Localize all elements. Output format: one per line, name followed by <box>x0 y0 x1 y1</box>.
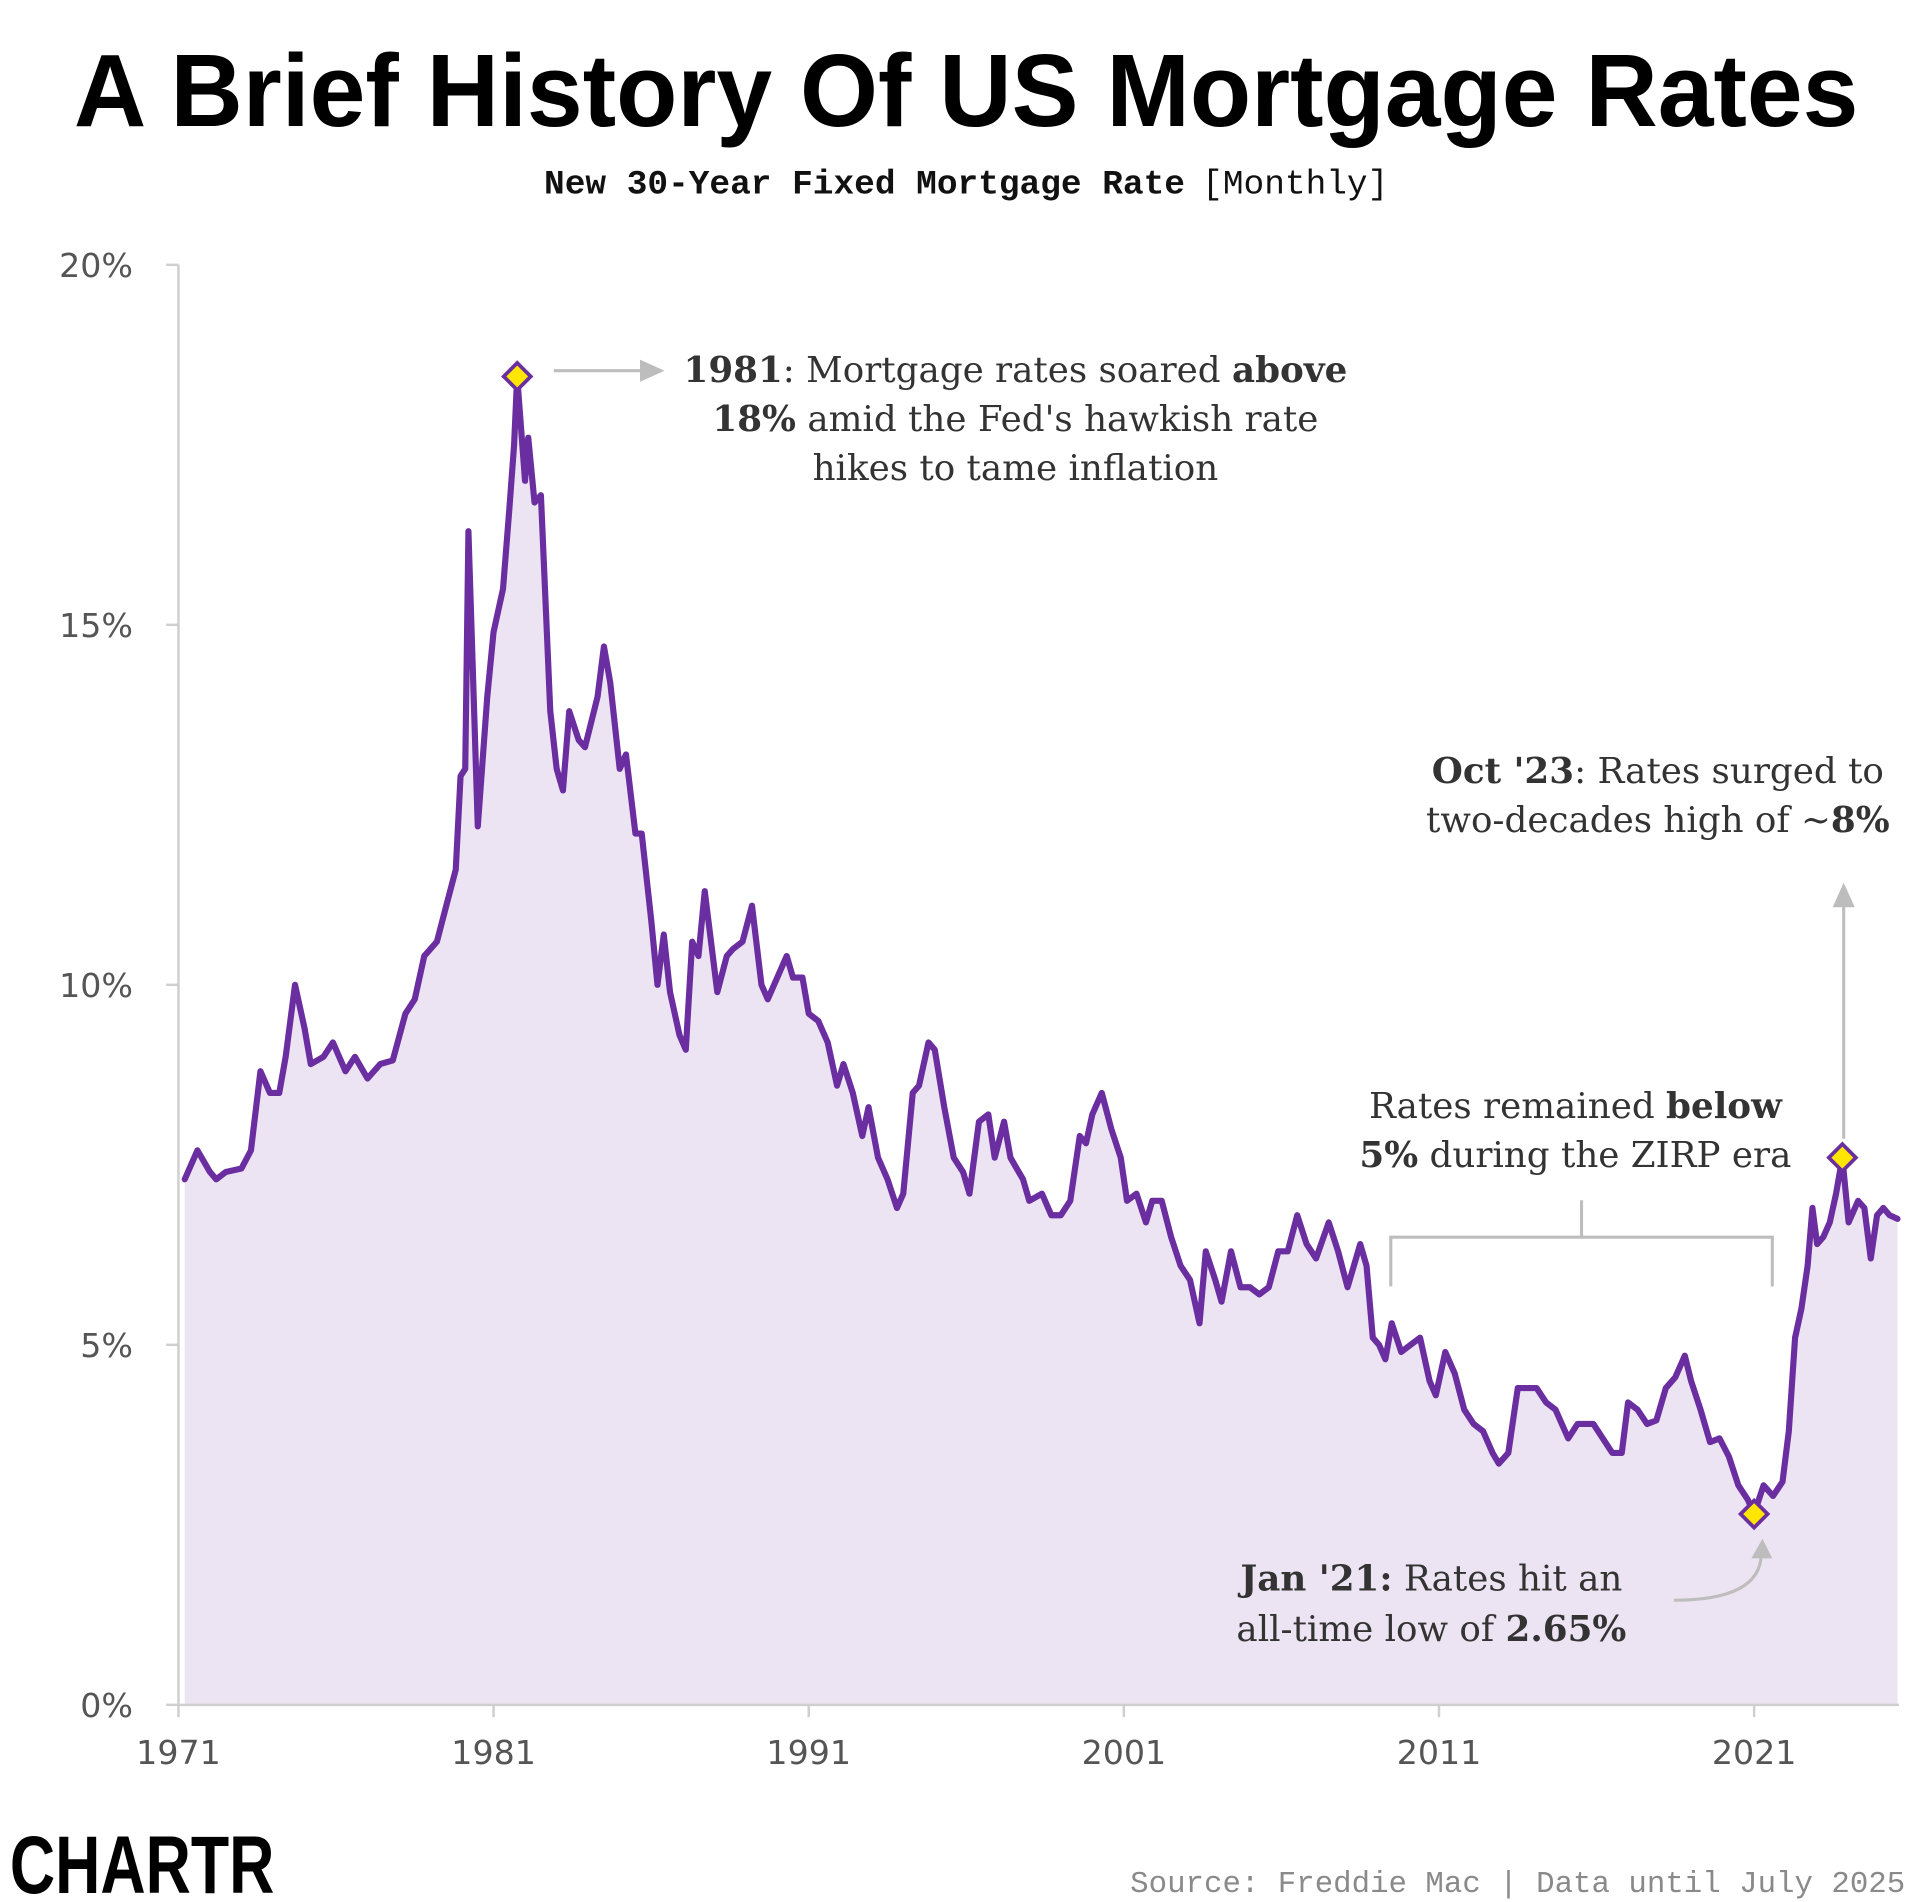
annotation-segment: above <box>1232 349 1347 391</box>
chart-title: A Brief History Of US Mortgage Rates <box>74 32 1859 148</box>
x-tick-label: 1991 <box>766 1733 851 1772</box>
arrow-head <box>1832 882 1855 908</box>
annotation-segment: 18% <box>712 398 796 440</box>
y-tick-label: 0% <box>80 1686 133 1725</box>
annotation-segment: 8% <box>1831 799 1890 841</box>
annotation-text: Jan '21: Rates hit an <box>1237 1557 1622 1599</box>
annotation-segment: 1981 <box>683 349 782 391</box>
annotation-arrows <box>553 359 1855 1602</box>
annotation-text: all-time low of 2.65% <box>1236 1608 1626 1650</box>
plot-area: 0% 5% 10% 15% 20% 1971 1981 1991 2001 2011 2021 <box>59 246 1901 1772</box>
x-tick-label: 2011 <box>1397 1733 1482 1772</box>
y-tick-label: 15% <box>59 606 133 645</box>
annotation-segment: : Mortgage rates soared <box>783 350 1232 391</box>
source-note: Source: Freddie Mac | Data until July 20… <box>1130 1867 1905 1902</box>
annotation-text: 1981: Mortgage rates soared above <box>683 349 1347 391</box>
highlight-marker <box>501 360 534 393</box>
annotation-segment: Oct '23 <box>1432 750 1574 792</box>
annotation-segment: Rates hit an <box>1393 1558 1623 1599</box>
annotation-segment: Jan '21: <box>1237 1557 1392 1599</box>
annotation-segment: hikes to tame inflation <box>813 448 1219 489</box>
x-tick-label: 1981 <box>451 1733 536 1772</box>
subtitle-note: [Monthly] <box>1202 165 1388 204</box>
annotation-text: two-decades high of ~8% <box>1426 799 1890 841</box>
x-tick-label: 1971 <box>136 1733 221 1772</box>
zirp-bracket <box>1389 1200 1774 1287</box>
line-series <box>181 373 1901 1518</box>
y-tick-label: 10% <box>59 966 133 1005</box>
annotation-text: hikes to tame inflation <box>813 448 1219 489</box>
x-tick-label: 2021 <box>1712 1733 1797 1772</box>
annotation-segment: : Rates surged to <box>1574 751 1884 792</box>
subtitle-main: New 30-Year Fixed Mortgage Rate <box>544 165 1185 204</box>
annotation-segment: two-decades high of ~ <box>1426 800 1831 841</box>
chart-subtitle: New 30-Year Fixed Mortgage Rate [Monthly] <box>544 165 1388 204</box>
arrow-line <box>1673 1554 1763 1602</box>
area-fill <box>184 376 1898 1705</box>
highlight-marker <box>1826 1141 1859 1174</box>
annotation-text: 5% during the ZIRP era <box>1359 1134 1791 1176</box>
annotation-segment: below <box>1666 1085 1783 1127</box>
arrow-head <box>640 359 665 382</box>
highlight-marker <box>1737 1497 1771 1531</box>
logo: CHARTR <box>10 1820 275 1902</box>
annotation-segment: 5% <box>1359 1134 1418 1176</box>
annotation-text: Oct '23: Rates surged to <box>1432 750 1884 792</box>
y-tick-label: 20% <box>59 246 133 285</box>
annotation-segment: during the ZIRP era <box>1418 1135 1791 1176</box>
annotation-segment: Rates remained <box>1369 1086 1666 1127</box>
arrow-head <box>1751 1538 1773 1559</box>
annotation-segment: amid the Fed's hawkish rate <box>796 399 1318 440</box>
annotation-text: 18% amid the Fed's hawkish rate <box>712 398 1318 440</box>
annotation-text: Rates remained below <box>1369 1085 1783 1127</box>
y-tick-label: 5% <box>80 1326 133 1365</box>
annotation-segment: 2.65% <box>1505 1608 1626 1650</box>
annotation-segment: all-time low of <box>1236 1609 1505 1650</box>
x-tick-label: 2001 <box>1082 1733 1167 1772</box>
